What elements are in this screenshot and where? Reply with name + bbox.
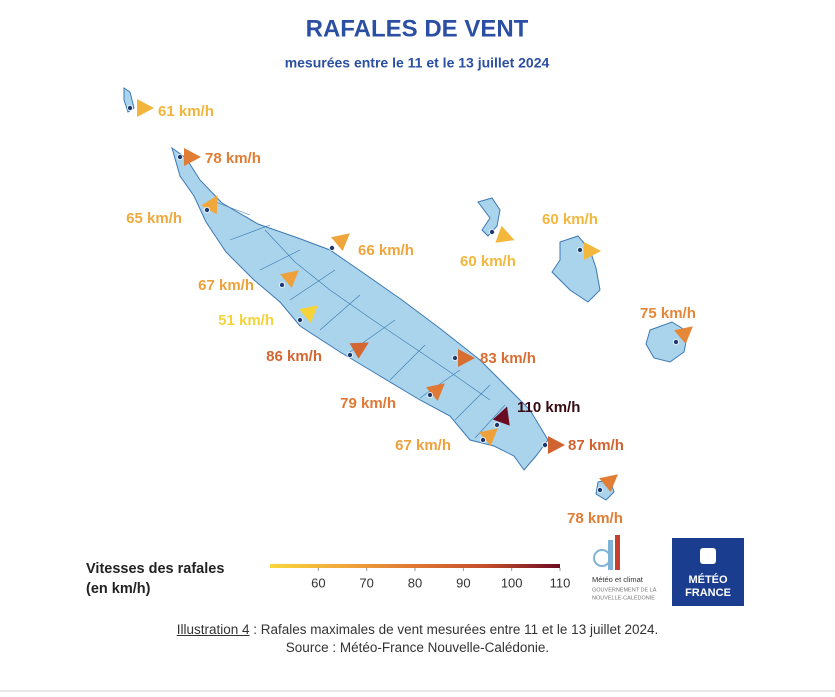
caption-source: Source : Météo-France Nouvelle-Calédonie… (285, 640, 550, 655)
stations: 61 km/h 78 km/h 65 km/h 66 km/h 60 km/h 60 km… (126, 99, 696, 527)
station-dot (296, 316, 303, 323)
legend-title: (en km/h) (86, 581, 151, 597)
station-dot (451, 354, 458, 361)
logo-icon (593, 549, 611, 567)
station-label: 78 km/h (567, 510, 623, 527)
station-dot (346, 351, 353, 358)
colorbar-tick-label: 70 (359, 575, 373, 590)
station-dot (328, 244, 335, 251)
provinces (209, 199, 506, 439)
ouvea (477, 197, 501, 237)
wind-arrow (280, 270, 299, 289)
logo-text: FRANCE (685, 587, 731, 599)
station-dot (426, 391, 433, 398)
station-dot (542, 441, 549, 448)
wind-arrow (137, 99, 154, 117)
logo-icon (615, 535, 620, 570)
station-label: 86 km/h (266, 348, 322, 365)
wind-arrow (599, 474, 618, 493)
station-label: 110 km/h (517, 399, 580, 416)
wind-arrow (201, 195, 218, 215)
logo-text: Météo et climat (592, 575, 644, 584)
station-label: 79 km/h (340, 395, 396, 412)
wind-arrow (458, 349, 475, 367)
wind-arrow (426, 383, 445, 402)
logo-text: NOUVELLE-CALÉDONIE (592, 594, 655, 601)
colorbar (270, 564, 560, 568)
station-dot (673, 338, 680, 345)
station-dot (479, 436, 486, 443)
station-label: 78 km/h (205, 150, 261, 167)
caption: Illustration 4 : Rafales maximales de ve… (0, 622, 835, 637)
station-dot (278, 281, 285, 288)
station-dot (493, 421, 500, 428)
meteo-france-logo: MÉTÉO FRANCE (672, 538, 744, 606)
colorbar-tick-label: 110 (550, 575, 571, 590)
wind-arrow (584, 242, 601, 260)
colorbar-tick-label: 90 (456, 575, 470, 590)
station-label: 51 km/h (218, 312, 274, 329)
title: RAFALES DE VENT (306, 15, 529, 42)
logo-icon (608, 540, 613, 570)
wind-arrow (184, 148, 201, 166)
grande-terre (171, 146, 549, 471)
caption-link[interactable]: Illustration 4 (176, 622, 250, 637)
lifou (551, 235, 601, 303)
logo-icon (700, 548, 716, 564)
station-label: 61 km/h (158, 103, 214, 120)
meteo-climat-logo: Météo et climat GOUVERNEMENT DE LA NOUVE… (592, 535, 657, 601)
colorbar-tick-label: 100 (501, 575, 523, 590)
station-label: 87 km/h (568, 437, 624, 454)
logo-text: MÉTÉO (688, 573, 728, 586)
wind-arrow (479, 428, 498, 447)
legend: Vitesses des rafales (en km/h) 60 70 80 90 1… (86, 561, 570, 597)
station-label: 83 km/h (480, 350, 536, 367)
station-dot (203, 206, 210, 213)
subtitle: mesurées entre le 11 et le 13 juillet 20… (285, 55, 550, 71)
station-label: 66 km/h (358, 242, 414, 259)
colorbar-tick-label: 80 (408, 575, 422, 590)
station-dot (176, 153, 183, 160)
wind-arrow (299, 305, 318, 324)
station-label: 60 km/h (542, 211, 598, 228)
wind-arrow (495, 225, 515, 243)
station-dot (488, 228, 495, 235)
legend-title: Vitesses des rafales (86, 561, 224, 577)
wind-arrow (674, 326, 693, 345)
colorbar-tick-label: 60 (311, 575, 325, 590)
wind-arrow (349, 342, 369, 359)
station-dot (577, 246, 584, 253)
wind-arrow (548, 436, 565, 454)
caption-text: : Rafales maximales de vent mesurées ent… (249, 622, 659, 637)
mare (645, 321, 689, 363)
station-label: 60 km/h (460, 253, 516, 270)
station-label: 67 km/h (395, 437, 451, 454)
station-dot (127, 105, 134, 112)
wind-arrow (492, 406, 510, 426)
station-dot (597, 486, 604, 493)
station-label: 75 km/h (640, 305, 696, 322)
logo-text: GOUVERNEMENT DE LA (592, 587, 657, 593)
station-label: 65 km/h (126, 210, 182, 227)
station-label: 67 km/h (198, 277, 254, 294)
wind-arrow (331, 233, 350, 252)
